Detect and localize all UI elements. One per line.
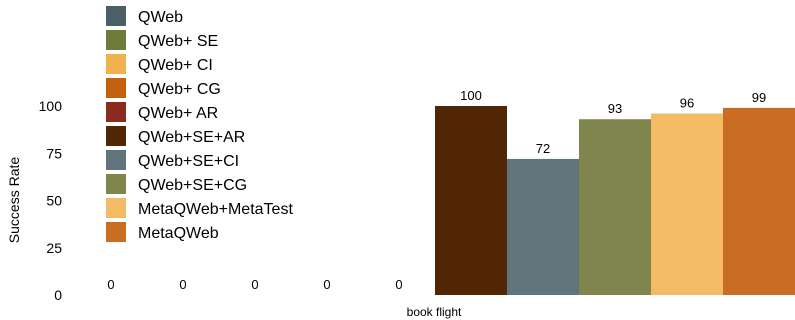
bar [435,106,507,295]
legend-label: QWeb+ CG [138,81,221,98]
legend-label: QWeb [138,9,183,26]
bar [507,158,579,295]
legend-swatch [106,174,126,194]
data-label: 0 [107,277,114,292]
data-label: 0 [179,277,186,292]
bar [579,119,651,295]
legend-label: QWeb+ SE [138,33,218,50]
legend-swatch [106,126,126,146]
data-label: 0 [395,277,402,292]
legend-swatch [106,78,126,98]
legend-label: QWeb+ CI [138,57,213,74]
legend-label: QWeb+ AR [138,105,218,122]
data-label: 0 [251,277,258,292]
legend-label: MetaQWeb+MetaTest [138,201,293,218]
y-tick-label: 25 [46,240,62,256]
data-label: 93 [608,101,622,116]
legend-swatch [106,54,126,74]
y-tick-label: 75 [46,145,62,161]
y-axis: 0 25 50 75 100 [39,98,63,303]
y-tick-label: 50 [46,193,62,209]
bars [435,106,795,295]
data-label: 72 [536,141,550,156]
legend-swatch [106,222,126,242]
legend-label: QWeb+SE+AR [138,129,245,146]
data-label: 96 [680,96,694,111]
legend-swatch [106,198,126,218]
legend-label: QWeb+SE+CG [138,177,247,194]
bar [723,107,795,295]
legend-swatch [106,102,126,122]
legend-swatch [106,30,126,50]
data-label: 0 [323,277,330,292]
bar [651,113,723,295]
data-labels: 0 0 0 0 0 100 72 93 96 99 [107,88,766,292]
y-tick-label: 0 [54,287,62,303]
legend: QWeb QWeb+ SE QWeb+ CI QWeb+ CG QWeb+ AR QWeb… [106,6,293,242]
y-tick-label: 100 [39,98,63,114]
x-tick-label-book-flight: book flight [407,305,462,319]
data-label: 100 [460,88,482,103]
legend-swatch [106,150,126,170]
legend-label: QWeb+SE+CI [138,153,239,170]
data-label: 99 [752,90,766,105]
legend-swatch [106,6,126,26]
legend-label: MetaQWeb [138,225,219,242]
y-axis-title: Success Rate [6,157,22,244]
